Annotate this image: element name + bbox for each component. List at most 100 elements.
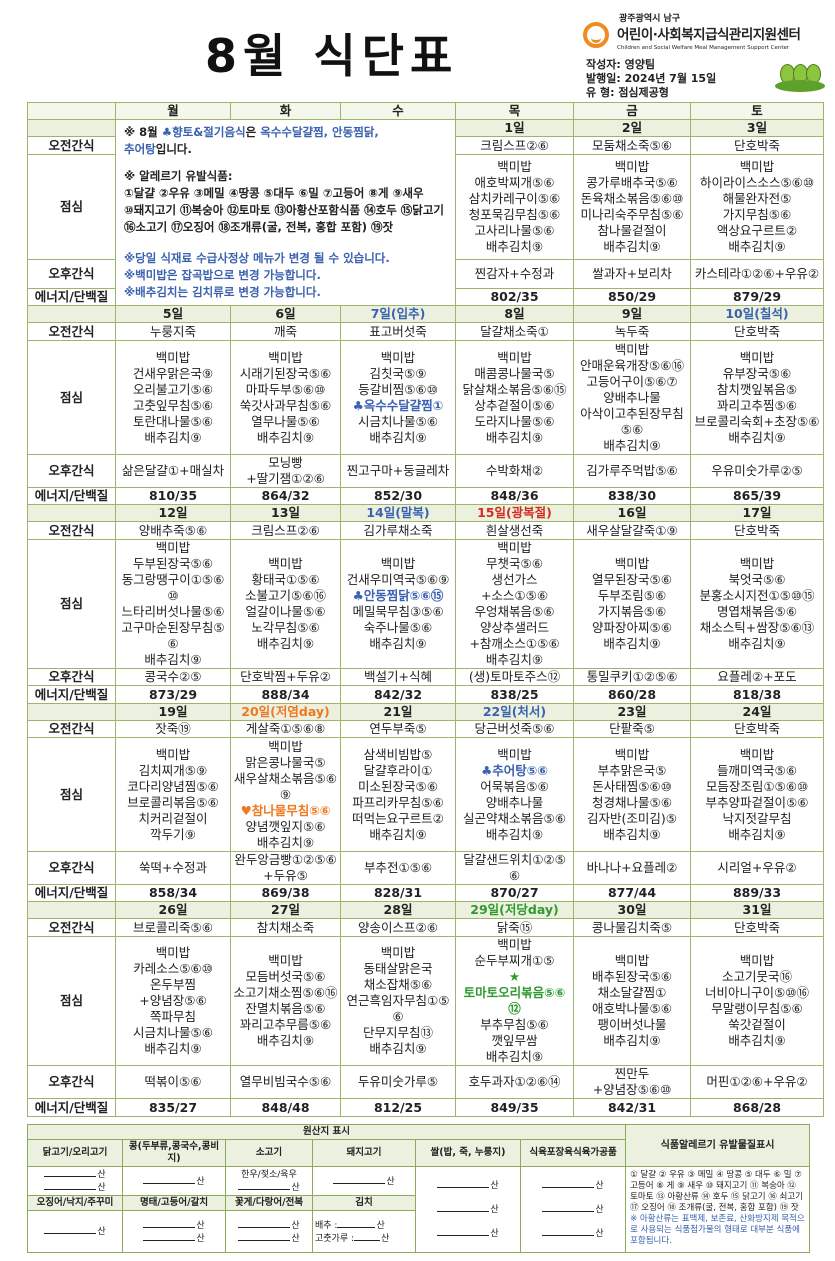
row-label-pm: 오후간식 (27, 851, 116, 885)
origin-title: 원산지 표시 (26, 1124, 627, 1140)
lunch-menu: 백미밥 콩가루배추국⑤⑥ 돈육채소볶음⑤⑥⑩ 미나리숙주무침⑤⑥ 참나물겉절이 배추김치⑨ (573, 153, 691, 260)
logo-region: 광주광역시 남구 (619, 14, 681, 24)
afternoon-snack: 단호박찜+두유② (230, 668, 341, 686)
afternoon-snack: 모닝빵+딸기잼①②⑥ (230, 454, 341, 488)
seasonal-food-label: ♣향토&절기음식 (161, 125, 246, 139)
lunch-menu: 백미밥 하이라이스소스⑤⑥⑩ 해물완자전⑤ 가지무침⑤⑥ 액상요구르트② 배추김치⑨ (690, 153, 824, 260)
energy-protein: 888/34 (230, 685, 341, 704)
lunch-item: 실곤약채소볶음⑤⑥ (463, 810, 566, 826)
energy-protein: 802/35 (455, 287, 574, 307)
lunch-item: 배추김치⑨ (603, 636, 661, 651)
row-label-lunch: 점심 (27, 340, 116, 455)
lunch-menu: 백미밥 건새우미역국⑤⑥⑨ ♣안동찜닭⑤⑥⑮ 메밀묵무침③⑤⑥ 숙주나물⑤⑥ 배추김치⑨ (340, 539, 456, 669)
lunch-item: 매콤콩나물국⑤ (474, 365, 555, 381)
row-label-date (27, 901, 116, 919)
morning-snack: 콩나물김치죽⑤ (573, 918, 691, 937)
lunch-item: ♣추어탕⑤⑥ (481, 762, 548, 778)
lunch-item: 백미밥 (614, 158, 650, 174)
energy-protein: 835/27 (115, 1098, 231, 1117)
lunch-item: 부추맑은국⑤ (597, 762, 667, 778)
morning-snack: 단호박죽 (690, 136, 824, 155)
day-date: 20일(저염day) (230, 703, 341, 721)
lunch-item: 채소스틱+쌈장⑤⑥⑬ (699, 620, 815, 635)
row-label-energy: 에너지/단백질 (27, 1098, 116, 1117)
lunch-item: 깻잎무쌈 (491, 1033, 538, 1048)
row-label-energy: 에너지/단백질 (27, 287, 116, 307)
afternoon-snack: 백설기+식혜 (340, 668, 456, 686)
lunch-item: 브로콜리숙회+초장⑤⑥ (694, 413, 820, 429)
lunch-item: 치커리겉절이 (138, 810, 208, 826)
lunch-item: 백미밥 (268, 953, 303, 968)
row-label-am: 오전간식 (27, 136, 116, 155)
lunch-menu: 백미밥 들깨미역국⑤⑥ 모듬장조림①⑤⑥⑩ 부추양파겉절이⑤⑥ 낙지젓갈무침 배추김치⑨ (690, 737, 824, 852)
origin-field-kimchi[interactable]: 배추 : 산 고춧가루 : 산 (312, 1210, 416, 1253)
lunch-menu: 백미밥 카레소스⑤⑥⑩ 온두부찜+양념장⑤⑥ 쪽파무침 시금치나물⑤⑥ 배추김치⑨ (115, 936, 231, 1066)
origin-field-beef[interactable]: 한우/젖소/육우 산 (225, 1166, 313, 1196)
energy-protein: 838/30 (573, 487, 691, 505)
lunch-item: 양배추나물 (485, 794, 544, 810)
afternoon-snack: 바나나+요플레② (573, 851, 691, 885)
lunch-item: 떠먹는요구르트② (352, 810, 444, 826)
afternoon-snack: 쑥떡+수정과 (115, 851, 231, 885)
lunch-item: 가지볶음⑤⑥ (597, 604, 667, 619)
lunch-item: 양념깻잎지⑤⑥ (245, 818, 326, 834)
lunch-item: 열무나물⑤⑥ (251, 413, 320, 429)
row-label-date (27, 118, 116, 138)
lunch-item: 시금치나물⑤⑥ (133, 1025, 213, 1040)
lunch-menu: 백미밥 맑은콩나물국⑤ 새우살채소볶음⑤⑥⑨ ♥참나물무침⑤⑥ 양념깻잎지⑤⑥ 배추김치⑨ (230, 737, 341, 852)
lunch-item: 연근흑임자무침①⑤⑥ (346, 993, 450, 1024)
notice-seasonal: ※ 8월 ♣향토&절기음식은 옥수수달걀찜, 안동찜닭, 추어탕입니다. (124, 124, 447, 158)
author-label: 작성자: (586, 58, 621, 71)
lunch-item: 애호박나물⑤⑥ (592, 1001, 672, 1016)
origin-field-bean[interactable]: 산 (122, 1166, 226, 1196)
lunch-item: 백미밥 (614, 341, 650, 357)
lunch-item: 쑥갓사과무침⑤⑥ (239, 397, 332, 413)
afternoon-snack: 우유미숫가루②⑤ (690, 454, 824, 488)
day-date: 23일 (573, 703, 691, 721)
row-label-am: 오전간식 (27, 322, 116, 341)
lunch-item: 배추된장국⑤⑥ (592, 969, 672, 984)
issued-date: 2024년 7월 15일 (624, 72, 717, 85)
lunch-menu: 백미밥 유부장국⑤⑥ 참치깻잎볶음⑤ 꽈리고추찜⑤⑥ 브로콜리숙회+초장⑤⑥ 배추김치⑨ (690, 340, 824, 455)
row-label-lunch: 점심 (27, 539, 116, 669)
weekday-header: 금 (573, 102, 691, 120)
day-date: 17일 (690, 504, 824, 522)
energy-protein: 842/31 (573, 1098, 691, 1117)
day-date: 28일 (340, 901, 456, 919)
lunch-item: 양상추샐러드+참깨소스①⑤⑥ (469, 620, 560, 651)
lunch-menu: 백미밥 시래기된장국⑤⑥ 마파두부⑤⑥⑩ 쑥갓사과무침⑤⑥ 열무나물⑤⑥ 배추김치⑨ (230, 340, 341, 455)
afternoon-snack: 삶은달걀①+매실차 (115, 454, 231, 488)
energy-protein: 889/33 (690, 884, 824, 902)
lunch-menu: 백미밥 김치찌개⑤⑨ 코다리양념찜⑤⑥ 브로콜리볶음⑤⑥ 치커리겉절이 깍두기⑨ (115, 737, 231, 852)
origin-field-squid[interactable]: 산 (27, 1210, 123, 1253)
lunch-item: 닭살채소볶음⑤⑥⑮ (462, 381, 567, 397)
lunch-item: 얼갈이나물⑤⑥ (245, 604, 326, 619)
origin-header: 명태/고등어/갈치 (122, 1195, 226, 1211)
lunch-item: 배추김치⑨ (603, 826, 661, 842)
day-date: 1일 (455, 118, 574, 138)
day-date: 26일 (115, 901, 231, 919)
lunch-item: 채소달걀찜① (597, 985, 667, 1000)
lunch-item: 두부된장국⑤⑥ (133, 556, 213, 571)
lunch-item: 배추김치⑨ (369, 429, 427, 445)
lunch-item: 쪽파무침 (149, 1009, 196, 1024)
lunch-item: 백미밥 (268, 349, 303, 365)
origin-field-pork[interactable]: 산 (312, 1166, 416, 1196)
weekday-header: 목 (455, 102, 574, 120)
lunch-item: 무말랭이무침⑤⑥ (711, 1001, 803, 1016)
lunch-menu: 백미밥 건새우맑은국⑨ 오리불고기⑤⑥ 고춧잎무침⑤⑥ 토란대나물⑤⑥ 배추김치⑨ (115, 340, 231, 455)
lunch-menu: 백미밥 매콤콩나물국⑤ 닭살채소볶음⑤⑥⑮ 상추겉절이⑤⑥ 도라지나물⑤⑥ 배추김치⑨ (455, 340, 574, 455)
lunch-item: 소고기채소찜⑤⑥⑯ (233, 985, 338, 1000)
lunch-item: 토란대나물⑤⑥ (133, 413, 213, 429)
lunch-item: 김칫국⑤⑨ (369, 365, 427, 381)
lunch-item: 백미밥 (739, 556, 775, 571)
lunch-item: 배추김치⑨ (728, 826, 786, 842)
energy-protein: 842/32 (340, 685, 456, 704)
afternoon-snack: 머핀①②⑥+우유② (690, 1065, 824, 1099)
lunch-item: 숙주나물⑤⑥ (363, 620, 433, 635)
